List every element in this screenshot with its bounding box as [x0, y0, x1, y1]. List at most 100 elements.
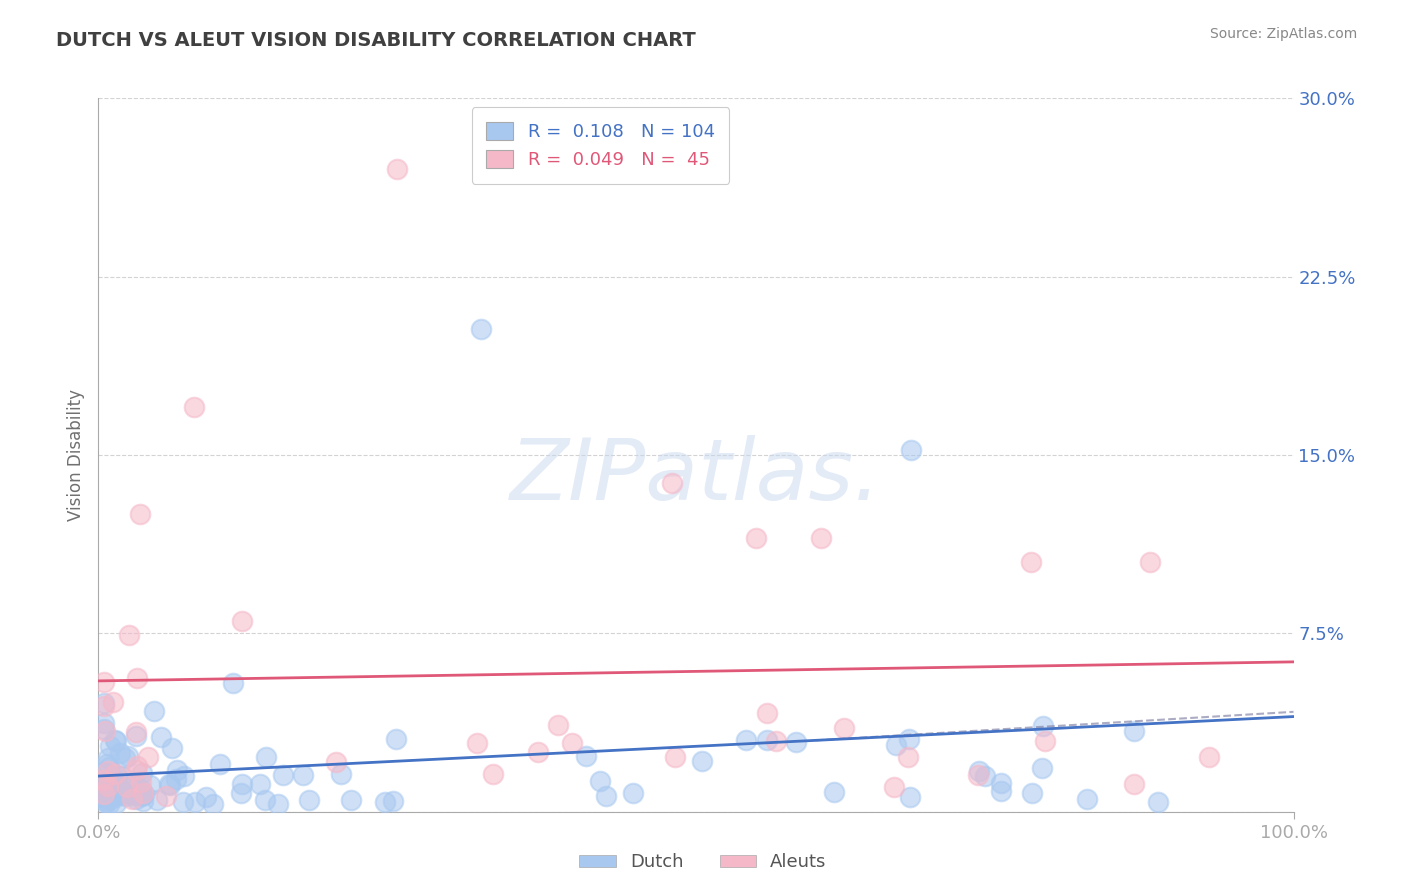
Point	[132, 794, 155, 808]
Point	[465, 736, 488, 750]
Point	[165, 772, 187, 786]
Point	[117, 628, 139, 642]
Point	[97, 760, 120, 774]
Point	[340, 793, 363, 807]
Point	[745, 531, 768, 545]
Point	[172, 795, 194, 809]
Point	[96, 757, 118, 772]
Point	[974, 769, 997, 783]
Point	[183, 401, 205, 415]
Point	[93, 722, 115, 736]
Point	[97, 764, 120, 778]
Point	[221, 676, 243, 690]
Point	[1123, 777, 1146, 791]
Point	[122, 777, 145, 791]
Point	[575, 749, 598, 764]
Point	[131, 789, 153, 804]
Point	[229, 787, 252, 801]
Point	[589, 774, 612, 789]
Point	[98, 797, 121, 812]
Legend: R =  0.108   N = 104, R =  0.049   N =  45: R = 0.108 N = 104, R = 0.049 N = 45	[471, 107, 730, 184]
Point	[139, 778, 162, 792]
Point	[990, 776, 1012, 790]
Point	[98, 739, 121, 753]
Point	[93, 674, 115, 689]
Legend: Dutch, Aleuts: Dutch, Aleuts	[572, 847, 834, 879]
Point	[664, 749, 686, 764]
Point	[97, 789, 120, 804]
Point	[1033, 733, 1056, 747]
Point	[122, 775, 145, 789]
Point	[159, 778, 181, 792]
Point	[385, 731, 408, 746]
Point	[142, 704, 165, 718]
Point	[755, 706, 778, 720]
Point	[381, 794, 404, 808]
Point	[125, 763, 148, 777]
Point	[756, 732, 779, 747]
Point	[110, 787, 132, 801]
Point	[93, 790, 115, 805]
Point	[125, 730, 148, 744]
Point	[104, 785, 127, 799]
Point	[195, 789, 218, 804]
Text: ZIPatlas.: ZIPatlas.	[510, 434, 882, 518]
Point	[1139, 555, 1161, 569]
Point	[202, 797, 225, 811]
Point	[93, 790, 115, 805]
Point	[325, 756, 347, 770]
Point	[884, 738, 907, 752]
Point	[127, 672, 149, 686]
Point	[900, 443, 922, 458]
Point	[115, 789, 138, 804]
Point	[271, 768, 294, 782]
Point	[249, 777, 271, 791]
Text: DUTCH VS ALEUT VISION DISABILITY CORRELATION CHART: DUTCH VS ALEUT VISION DISABILITY CORRELA…	[56, 31, 696, 50]
Point	[131, 782, 153, 797]
Point	[823, 785, 845, 799]
Point	[96, 779, 118, 793]
Point	[254, 750, 277, 764]
Point	[129, 775, 152, 789]
Point	[595, 789, 617, 803]
Point	[93, 784, 115, 798]
Point	[157, 777, 180, 791]
Point	[898, 789, 921, 804]
Point	[98, 790, 121, 805]
Point	[374, 795, 396, 809]
Point	[93, 772, 115, 787]
Point	[122, 789, 145, 803]
Point	[1198, 750, 1220, 764]
Point	[1146, 795, 1168, 809]
Point	[96, 782, 118, 797]
Point	[120, 788, 142, 802]
Point	[105, 796, 128, 810]
Point	[166, 763, 188, 777]
Point	[97, 751, 120, 765]
Point	[125, 724, 148, 739]
Point	[121, 792, 143, 806]
Point	[160, 741, 183, 756]
Point	[209, 756, 232, 771]
Point	[136, 750, 159, 764]
Point	[96, 786, 118, 800]
Point	[561, 736, 583, 750]
Point	[93, 696, 115, 710]
Point	[1031, 761, 1053, 775]
Point	[183, 795, 205, 809]
Point	[967, 768, 990, 782]
Point	[385, 162, 409, 177]
Point	[93, 765, 115, 780]
Point	[125, 758, 148, 772]
Text: Source: ZipAtlas.com: Source: ZipAtlas.com	[1209, 27, 1357, 41]
Point	[267, 797, 290, 811]
Y-axis label: Vision Disability: Vision Disability	[66, 389, 84, 521]
Point	[470, 322, 492, 336]
Point	[131, 788, 153, 802]
Point	[883, 780, 905, 795]
Point	[897, 732, 920, 747]
Point	[129, 508, 152, 522]
Point	[231, 777, 253, 791]
Point	[105, 769, 128, 783]
Point	[173, 769, 195, 783]
